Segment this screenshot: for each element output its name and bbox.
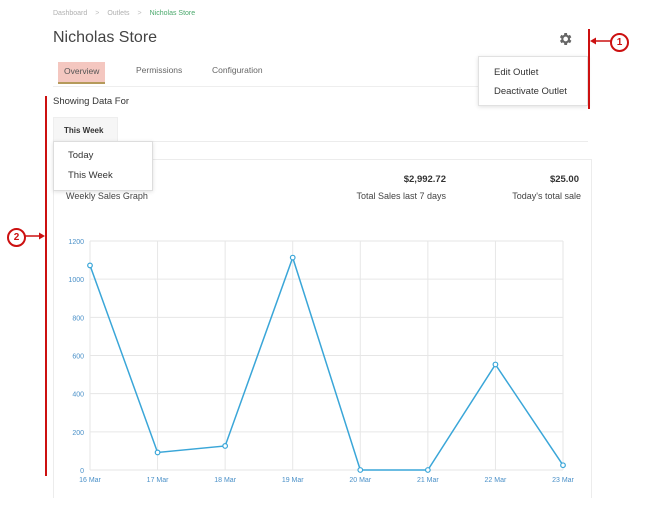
- showing-data-label: Showing Data For: [53, 96, 130, 107]
- x-tick-label: 19 Mar: [282, 477, 304, 484]
- breadcrumb-separator: >: [95, 10, 100, 17]
- period-option-today[interactable]: Today: [68, 150, 94, 161]
- data-point: [492, 361, 499, 368]
- y-tick-label: 200: [72, 430, 84, 437]
- period-selected-label: This Week: [64, 126, 104, 135]
- y-tick-label: 600: [72, 354, 84, 361]
- x-tick-label: 22 Mar: [485, 477, 507, 484]
- annotation-bracket-2: [45, 96, 47, 476]
- breadcrumb: Dashboard > Outlets > Nicholas Store: [53, 10, 195, 17]
- settings-menu: Edit Outlet Deactivate Outlet: [478, 56, 588, 106]
- data-point: [424, 467, 431, 473]
- series-line: [89, 255, 564, 471]
- data-point: [289, 254, 296, 261]
- breadcrumb-current: Nicholas Store: [149, 10, 196, 17]
- total-sales-label: Total Sales last 7 days: [356, 191, 446, 201]
- arrow-left-icon: [590, 37, 612, 45]
- x-tick-label: 16 Mar: [79, 477, 101, 484]
- data-point: [560, 462, 566, 469]
- menu-item-edit-outlet[interactable]: Edit Outlet: [494, 67, 539, 78]
- y-tick-label: 800: [72, 315, 84, 322]
- weekly-sales-chart: 0 200 400 600 800 1000 1200 16 Mar 17 Mar 18 Mar 1…: [68, 239, 574, 484]
- divider: [53, 141, 588, 142]
- data-point: [357, 467, 364, 473]
- period-menu: Today This Week: [53, 141, 153, 191]
- data-point: [154, 449, 161, 456]
- x-tick-label: 21 Mar: [417, 477, 439, 484]
- y-tick-label: 400: [72, 392, 84, 399]
- x-tick-label: 23 Mar: [552, 477, 574, 484]
- x-tick-label: 20 Mar: [349, 477, 371, 484]
- annotation-bracket-1: [588, 29, 590, 109]
- data-point: [222, 443, 229, 449]
- today-sales-label: Today's total sale: [512, 191, 581, 201]
- period-option-this-week[interactable]: This Week: [68, 170, 113, 181]
- y-tick-label: 0: [80, 468, 84, 475]
- callout-1: 1: [610, 33, 629, 52]
- arrow-right-icon: [25, 232, 45, 240]
- today-sales-value: $25.00: [549, 174, 579, 185]
- sales-card: Weekly Sales Graph $2,992.72 Total Sales…: [53, 159, 592, 498]
- y-tick-label: 1200: [68, 239, 84, 246]
- gear-icon[interactable]: [557, 31, 573, 47]
- tab-overview[interactable]: Overview: [58, 62, 106, 84]
- data-point: [87, 262, 93, 269]
- x-tick-label: 18 Mar: [214, 477, 236, 484]
- period-selector[interactable]: This Week: [53, 117, 118, 142]
- total-sales-value: $2,992.72: [403, 174, 446, 185]
- tab-bar: Overview Permissions Configuration: [53, 60, 588, 87]
- tab-permissions[interactable]: Permissions: [136, 65, 183, 75]
- y-tick-label: 1000: [68, 277, 84, 284]
- callout-2: 2: [7, 228, 26, 247]
- weekly-sales-graph-label: Weekly Sales Graph: [66, 191, 148, 201]
- tab-configuration[interactable]: Configuration: [212, 65, 263, 75]
- menu-item-deactivate-outlet[interactable]: Deactivate Outlet: [494, 86, 567, 97]
- page-title: Nicholas Store: [53, 29, 158, 46]
- x-tick-label: 17 Mar: [147, 477, 169, 484]
- breadcrumb-dashboard[interactable]: Dashboard: [53, 10, 88, 17]
- breadcrumb-outlets[interactable]: Outlets: [107, 10, 130, 17]
- breadcrumb-separator: >: [137, 10, 142, 17]
